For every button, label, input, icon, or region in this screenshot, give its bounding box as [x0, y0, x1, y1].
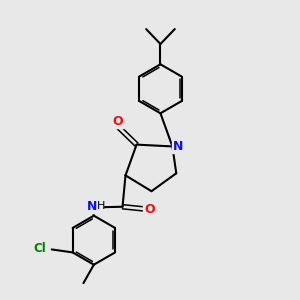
- Bar: [112, 115, 124, 128]
- Bar: [172, 140, 185, 153]
- Text: O: O: [113, 115, 123, 128]
- Text: H: H: [97, 201, 105, 212]
- Text: Cl: Cl: [33, 242, 46, 255]
- Text: O: O: [145, 202, 155, 216]
- Bar: [90, 200, 103, 213]
- Text: N: N: [173, 140, 184, 153]
- Bar: [143, 202, 157, 216]
- Text: N: N: [87, 200, 97, 213]
